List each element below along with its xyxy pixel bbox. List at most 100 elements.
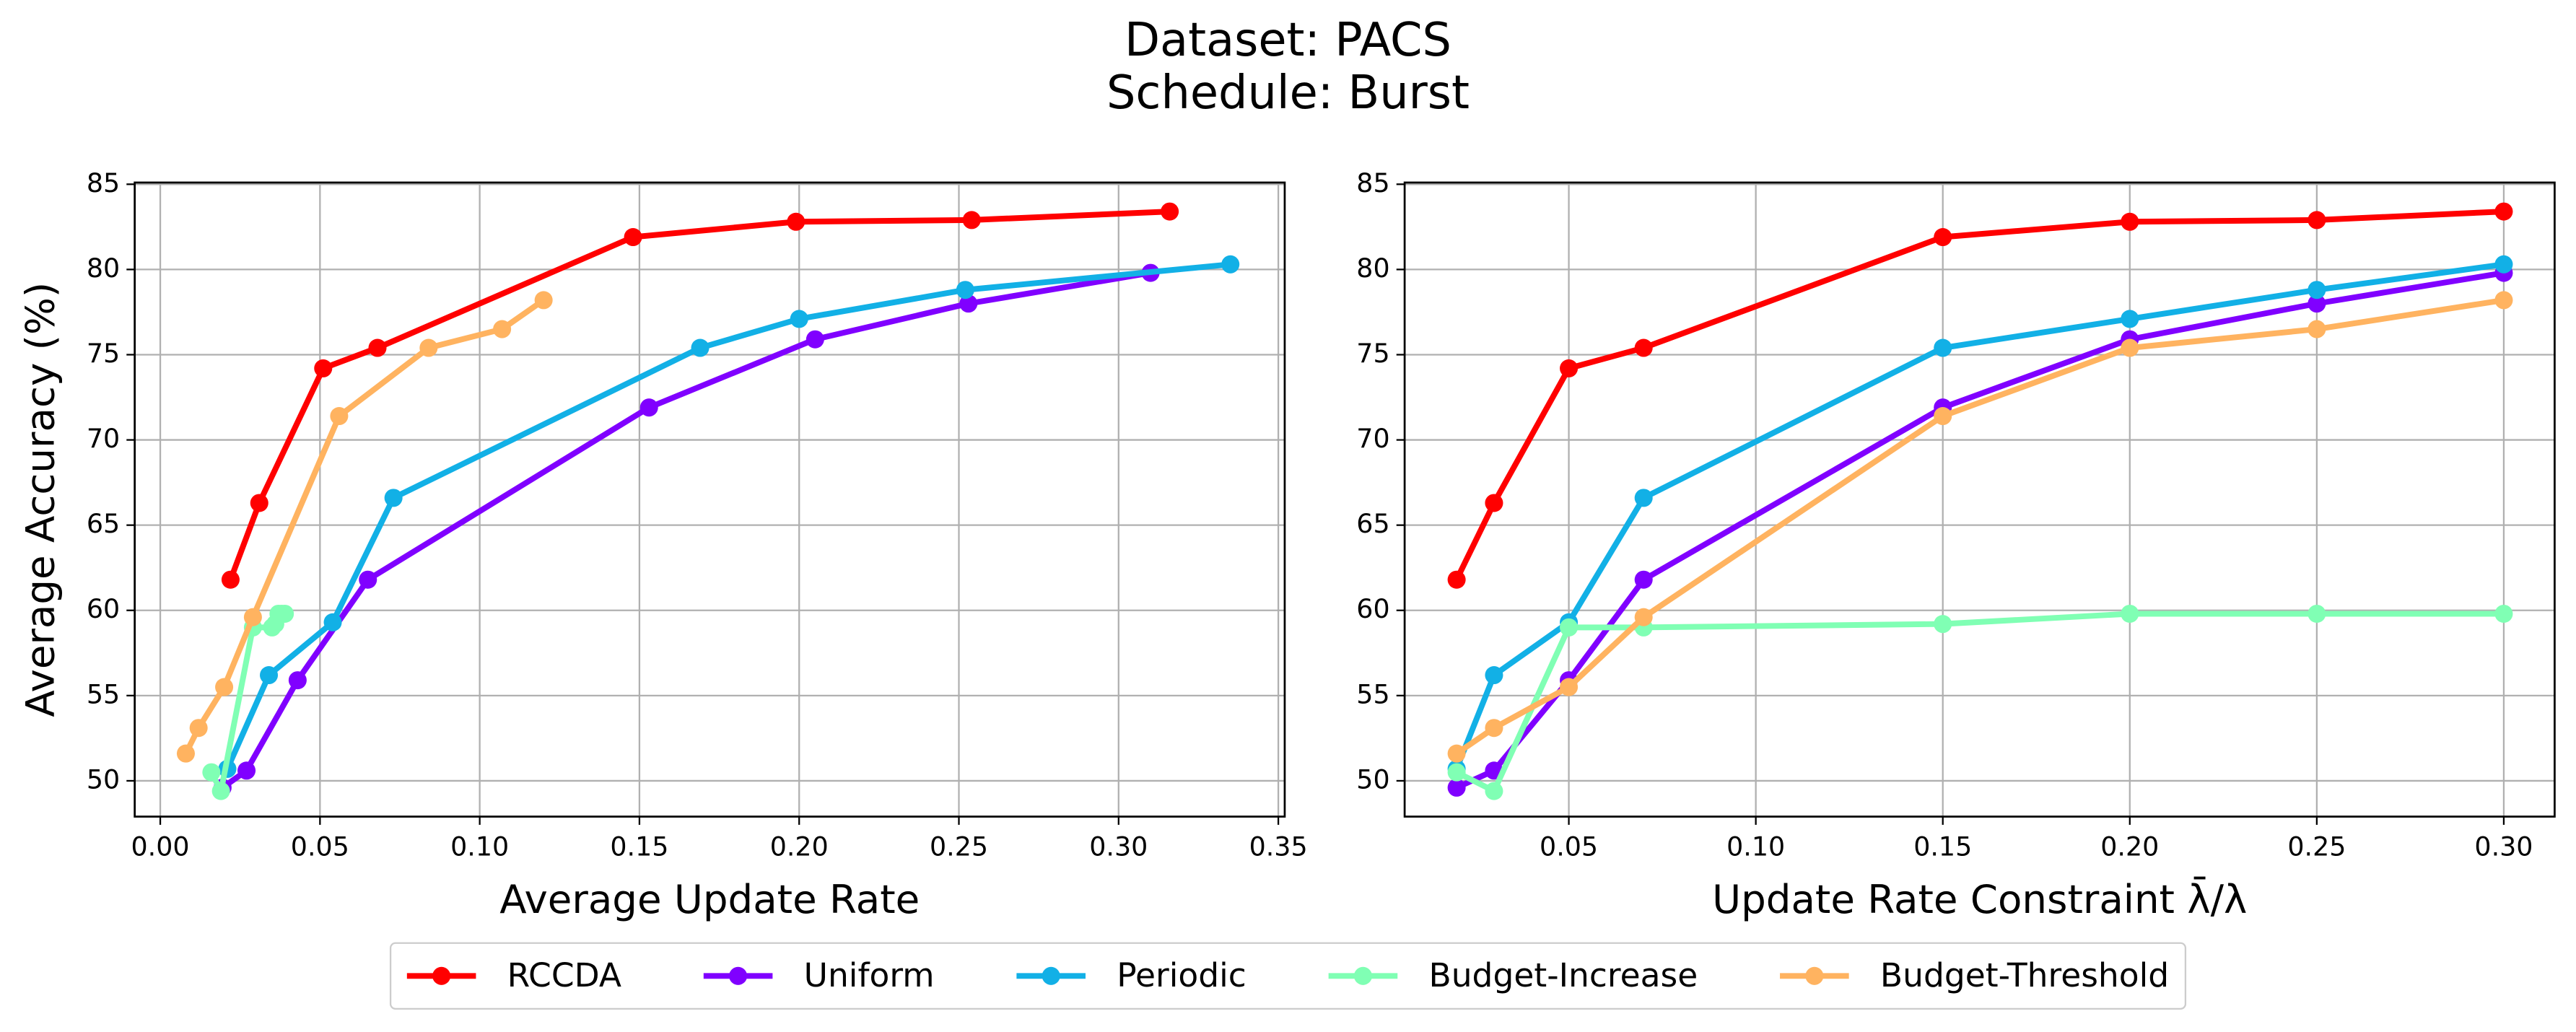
series-line xyxy=(1455,270,2505,791)
point xyxy=(211,782,230,800)
y-tick-label: 70 xyxy=(1356,423,1389,454)
point xyxy=(250,494,268,512)
point xyxy=(384,489,403,507)
point xyxy=(221,570,240,589)
point xyxy=(805,330,824,349)
y-tick-label: 55 xyxy=(1356,678,1389,709)
y-tick-label: 80 xyxy=(87,253,120,284)
series-line xyxy=(1455,611,2504,795)
legend-marker xyxy=(729,966,748,985)
y-axis-label: Average Accuracy (%) xyxy=(17,282,63,717)
point xyxy=(493,320,512,338)
point xyxy=(1934,228,1952,247)
point xyxy=(1161,202,1179,221)
point xyxy=(1447,763,1466,782)
point xyxy=(2121,338,2139,357)
point xyxy=(1485,782,1503,800)
plot-frame xyxy=(1403,181,2556,818)
point xyxy=(215,678,234,696)
x-tick-label: 0.20 xyxy=(2100,831,2159,862)
point xyxy=(1560,678,1579,696)
point xyxy=(419,338,438,357)
point xyxy=(1634,338,1653,357)
title-line: Dataset: PACS xyxy=(1125,14,1451,67)
x-tick-label: 0.20 xyxy=(770,831,829,862)
series-line xyxy=(224,261,1231,771)
point xyxy=(288,671,307,690)
point xyxy=(237,761,256,780)
point xyxy=(1934,615,1952,634)
point xyxy=(1485,494,1503,512)
y-tick-label: 75 xyxy=(1356,338,1389,369)
y-tick-label: 85 xyxy=(87,167,120,198)
x-tick-label: 0.30 xyxy=(1089,831,1148,862)
point xyxy=(189,719,208,738)
point xyxy=(2494,202,2513,221)
x-tick-label: 0.05 xyxy=(1540,831,1598,862)
y-tick-label: 65 xyxy=(87,508,120,539)
title-line: Schedule: Burst xyxy=(1106,66,1470,120)
x-tick-label: 0.05 xyxy=(291,831,349,862)
point xyxy=(2494,291,2513,310)
point xyxy=(2494,255,2513,274)
point xyxy=(2121,310,2139,328)
x-tick-label: 0.15 xyxy=(610,831,668,862)
point xyxy=(1560,359,1579,377)
point xyxy=(1447,570,1466,589)
point xyxy=(534,291,553,310)
y-tick-label: 55 xyxy=(87,678,120,709)
y-tick-label: 75 xyxy=(87,338,120,369)
legend-label: Periodic xyxy=(1117,956,1246,994)
legend-frame xyxy=(389,942,2187,1010)
x-tick-label: 0.25 xyxy=(930,831,988,862)
point xyxy=(2308,281,2326,299)
x-tick-label: 0.10 xyxy=(1726,831,1785,862)
point xyxy=(176,744,195,763)
point xyxy=(1221,255,1240,274)
point xyxy=(1560,618,1579,637)
point xyxy=(330,406,349,426)
point xyxy=(691,338,710,357)
x-axis-label: Average Update Rate xyxy=(499,876,920,922)
point xyxy=(359,570,377,589)
point xyxy=(1934,338,1952,357)
point xyxy=(243,608,262,626)
y-tick-label: 60 xyxy=(1356,593,1389,624)
x-tick-label: 0.30 xyxy=(2474,831,2533,862)
x-tick-label: 0.10 xyxy=(450,831,509,862)
point xyxy=(639,398,658,417)
legend-marker xyxy=(432,966,451,985)
point xyxy=(790,310,808,328)
y-tick-label: 80 xyxy=(1356,253,1389,284)
point xyxy=(368,338,387,357)
series-line xyxy=(1454,209,2505,581)
point xyxy=(202,763,221,782)
point xyxy=(276,604,294,623)
series-line xyxy=(1454,261,2505,770)
point xyxy=(1634,489,1653,507)
legend-label: Uniform xyxy=(804,956,935,994)
point xyxy=(1447,778,1466,797)
x-axis-label: Update Rate Constraint λ̄/λ xyxy=(1712,876,2247,922)
x-tick-label: 0.35 xyxy=(1249,831,1308,862)
y-tick-label: 60 xyxy=(87,593,120,624)
point xyxy=(2121,212,2139,231)
point xyxy=(1934,406,1952,426)
series-line xyxy=(221,270,1151,790)
legend-label: RCCDA xyxy=(507,956,621,994)
legend-label: Budget-Threshold xyxy=(1880,956,2169,994)
y-tick-label: 65 xyxy=(1356,508,1389,539)
point xyxy=(2121,604,2139,623)
point xyxy=(323,613,342,631)
point xyxy=(2308,294,2326,313)
point xyxy=(959,294,978,313)
series-line xyxy=(1454,297,2505,756)
plot-frame xyxy=(134,181,1286,818)
x-tick-label: 0.15 xyxy=(1913,831,1972,862)
x-tick-label: 0.25 xyxy=(2287,831,2346,862)
point xyxy=(260,665,279,685)
legend-marker xyxy=(1042,966,1060,985)
y-tick-label: 50 xyxy=(1356,764,1389,795)
